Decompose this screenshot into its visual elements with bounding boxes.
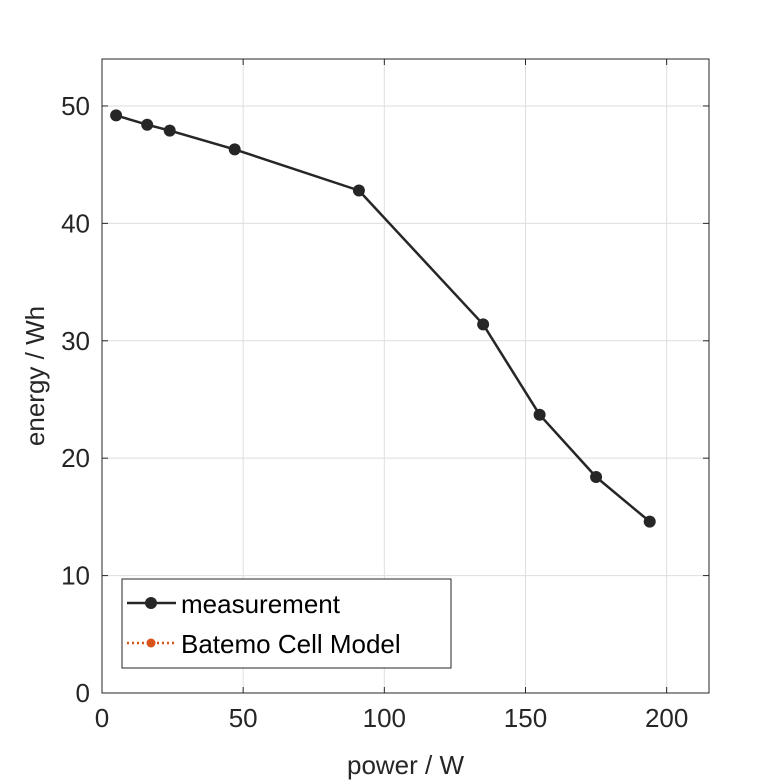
legend: measurement Batemo Cell Model — [121, 578, 452, 669]
legend-label-measurement: measurement — [181, 589, 341, 619]
data-point — [643, 515, 656, 528]
series-layer — [110, 109, 656, 528]
axis-ticks: 0 50 100 150 200 0 10 20 30 40 50 — [61, 59, 709, 733]
x-tick-label: 100 — [363, 703, 406, 733]
data-point — [477, 318, 490, 331]
grid-lines — [102, 59, 709, 693]
legend-label-batemo: Batemo Cell Model — [181, 629, 401, 659]
y-tick-label: 0 — [76, 678, 90, 708]
x-tick-label: 150 — [504, 703, 547, 733]
data-point — [110, 109, 123, 122]
y-tick-label: 20 — [61, 443, 90, 473]
data-point — [228, 143, 241, 156]
y-axis-label: energy / Wh — [20, 306, 50, 446]
data-point — [163, 124, 176, 137]
y-tick-label: 30 — [61, 326, 90, 356]
x-tick-label: 0 — [95, 703, 109, 733]
x-axis-label: power / W — [347, 750, 464, 780]
y-tick-label: 40 — [61, 208, 90, 238]
legend-box — [121, 578, 452, 669]
x-tick-label: 200 — [645, 703, 688, 733]
data-point — [590, 470, 603, 483]
data-point — [352, 184, 365, 197]
legend-marker-measurement — [145, 597, 157, 609]
data-point — [533, 408, 546, 421]
legend-marker-batemo — [146, 638, 156, 648]
y-tick-label: 10 — [61, 561, 90, 591]
data-point — [141, 118, 154, 131]
plot-border — [101, 58, 710, 694]
y-tick-label: 50 — [61, 91, 90, 121]
x-tick-label: 50 — [229, 703, 258, 733]
